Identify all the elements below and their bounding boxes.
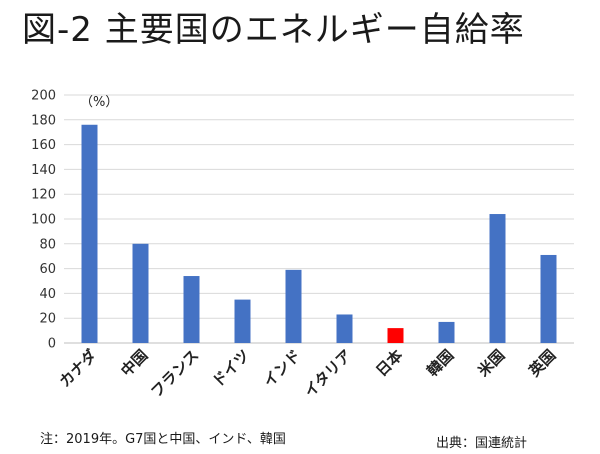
y-tick-label: 160 xyxy=(31,138,56,153)
unit-label: （%） xyxy=(80,95,118,110)
x-tick-label: 韓国 xyxy=(423,346,457,380)
bar xyxy=(183,276,200,343)
y-tick-label: 0 xyxy=(48,337,56,352)
y-tick-label: 180 xyxy=(31,113,56,128)
chart-title: 図-2 主要国のエネルギー自給率 xyxy=(22,10,525,50)
bar xyxy=(438,321,455,343)
y-tick-label: 20 xyxy=(39,312,56,327)
bar xyxy=(285,269,302,343)
y-tick-label: 120 xyxy=(31,188,56,203)
x-tick-label: 中国 xyxy=(117,346,151,380)
y-tick-label: 200 xyxy=(31,89,56,104)
source-credit: 出典：国連統計 xyxy=(436,436,528,451)
y-tick-label: 80 xyxy=(39,237,56,252)
x-tick-label: インド xyxy=(260,346,305,391)
y-tick-label: 140 xyxy=(31,163,56,178)
bar xyxy=(387,328,404,343)
bar xyxy=(234,299,251,343)
bar xyxy=(540,254,557,343)
x-tick-label: ドイツ xyxy=(209,346,254,391)
x-tick-label: 英国 xyxy=(525,346,559,380)
x-tick-label: 米国 xyxy=(474,346,508,380)
footnote: 注：2019年。G7国と中国、インド、韓国 xyxy=(40,432,286,447)
x-tick-label: イタリア xyxy=(301,346,356,401)
y-tick-label: 40 xyxy=(39,287,56,302)
x-tick-label: 日本 xyxy=(372,346,406,380)
y-tick-label: 60 xyxy=(39,262,56,277)
x-tick-label: カナダ xyxy=(56,346,101,391)
bar xyxy=(132,243,149,343)
bar xyxy=(489,214,506,343)
bar xyxy=(81,124,98,343)
x-tick-label: フランス xyxy=(147,346,202,401)
y-tick-label: 100 xyxy=(31,213,56,228)
bar xyxy=(336,314,353,343)
